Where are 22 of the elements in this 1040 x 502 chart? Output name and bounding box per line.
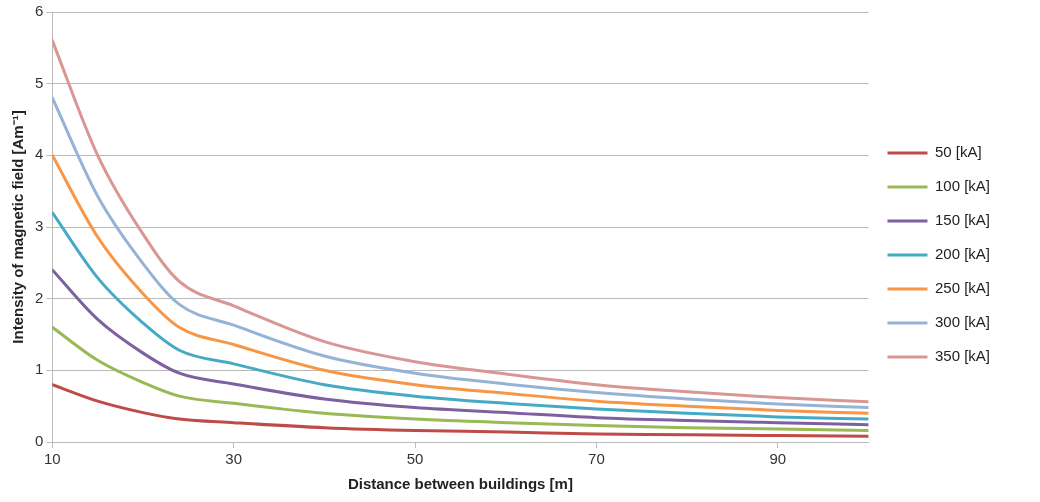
x-tick-label: 70: [588, 450, 605, 468]
y-axis-title: Intensity of magnetic field [Am⁻¹]: [9, 110, 27, 344]
y-tick-label: 2: [35, 288, 44, 306]
y-tick-label: 5: [35, 73, 44, 91]
y-tick-label: 1: [35, 360, 44, 378]
x-axis-title: Distance between buildings [m]: [347, 475, 573, 493]
legend-label: 200 [kA]: [934, 245, 991, 263]
legend-label: 250 [kA]: [934, 279, 991, 297]
y-tick-label: 0: [35, 432, 44, 450]
legend-label: 100 [kA]: [934, 177, 991, 195]
legend-label: 350 [kA]: [934, 347, 991, 365]
x-tick-label: 10: [44, 450, 61, 468]
x-tick-label: 30: [225, 450, 243, 468]
y-tick-label: 3: [35, 217, 44, 235]
x-tick-label: 50: [406, 450, 424, 468]
line-series: [52, 383, 869, 438]
y-tick-label: 4: [35, 145, 44, 163]
x-tick-label: 90: [769, 450, 787, 468]
y-tick-label: 6: [35, 2, 44, 20]
legend-label: 150 [kA]: [934, 211, 991, 229]
legend-label: 300 [kA]: [934, 313, 991, 331]
legend-label: 50 [kA]: [934, 143, 982, 161]
